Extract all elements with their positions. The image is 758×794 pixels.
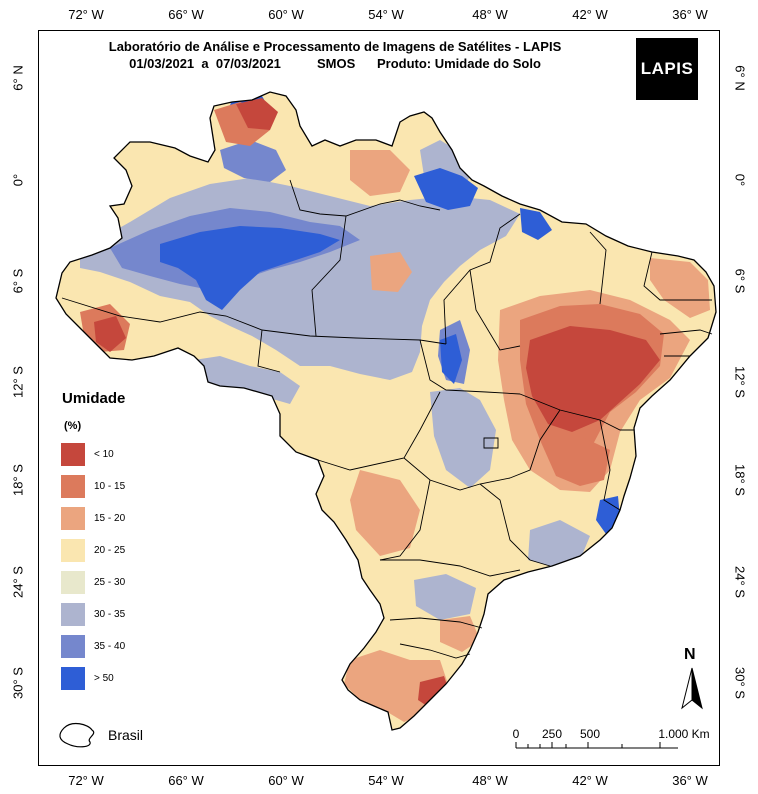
legend-label-gt-50: > 50 (94, 673, 114, 684)
region-10-15-minas (540, 436, 610, 486)
region-lt-10-bahia-piaui (526, 326, 660, 432)
brasil-boundary-icon (59, 722, 95, 748)
lon-tick-bottom-4: 54° W (368, 773, 404, 788)
lon-tick-top-2: 66° W (168, 7, 204, 22)
lon-tick-top-1: 72° W (68, 7, 104, 22)
region-35-40-north (220, 140, 286, 182)
scale-label-0: 0 (512, 727, 520, 741)
region-15-20-ne-coast (650, 258, 710, 318)
region-30-35-southwest (194, 356, 300, 404)
legend-label-10-15: 10 - 15 (94, 481, 126, 492)
legend-unit: (%) (64, 420, 82, 432)
lon-tick-top-7: 36° W (672, 7, 708, 22)
legend-swatch-gt-50 (61, 667, 85, 690)
legend-swatch-20-25 (61, 539, 85, 562)
region-30-35-southeast (528, 520, 590, 566)
moisture-regions (80, 96, 710, 722)
map-frame (38, 30, 720, 766)
region-30-35-south (414, 574, 476, 620)
legend-boundary-label: Brasil (108, 727, 144, 743)
legend-swatch-25-30 (61, 571, 85, 594)
region-lt-10-acre (94, 316, 126, 352)
region-15-20-sao-paulo (540, 580, 570, 608)
region-30-35-central (430, 388, 496, 488)
region-gt-50-maranhao-coast (520, 208, 552, 240)
lon-tick-bottom-1: 72° W (68, 773, 104, 788)
lon-tick-top-6: 42° W (572, 7, 608, 22)
region-gt-50-amazon-river (160, 226, 340, 310)
region-lt-10-roraima (236, 98, 278, 130)
lon-tick-bottom-5: 48° W (472, 773, 508, 788)
scale-label-250: 250 (541, 727, 563, 741)
region-15-20-para-north (350, 150, 410, 196)
state-boundaries (61, 179, 713, 659)
lon-tick-top-3: 60° W (268, 7, 304, 22)
region-gt-50-araguaia (440, 334, 462, 384)
legend-title: Umidade (62, 390, 126, 407)
scale-label-1000: 1.000 Km (658, 727, 710, 741)
lon-tick-top-5: 48° W (472, 7, 508, 22)
legend-label-lt-10: < 10 (94, 449, 114, 460)
region-15-20-para-central (370, 252, 412, 292)
scale-bar (515, 742, 678, 749)
north-arrow-icon (681, 667, 703, 710)
lon-tick-bottom-3: 60° W (268, 773, 304, 788)
title-line-1: Laboratório de Análise e Processamento d… (108, 39, 562, 54)
region-gt-50-marajo (414, 168, 478, 210)
legend-swatch-35-40 (61, 635, 85, 658)
legend-label-25-30: 25 - 30 (94, 577, 126, 588)
map-title: Laboratório de Análise e Processamento d… (40, 38, 630, 72)
legend-label-15-20: 15 - 20 (94, 513, 126, 524)
lon-tick-bottom-7: 36° W (672, 773, 708, 788)
legend-swatch-30-35 (61, 603, 85, 626)
north-label: N (684, 646, 696, 663)
scale-label-500: 500 (579, 727, 601, 741)
lapis-logo: LAPIS (636, 38, 698, 100)
legend-label-35-40: 35 - 40 (94, 641, 126, 652)
title-line-2: 01/03/2021 a 07/03/2021 SMOS Produto: Um… (129, 56, 541, 71)
lon-tick-top-4: 54° W (368, 7, 404, 22)
lapis-logo-text: LAPIS (640, 59, 694, 78)
legend-swatch-10-15 (61, 475, 85, 498)
legend-swatch-lt-10 (61, 443, 85, 466)
lon-tick-bottom-6: 42° W (572, 773, 608, 788)
legend-swatch-15-20 (61, 507, 85, 530)
region-15-20-mato-grosso-sul (350, 470, 420, 556)
legend-label-20-25: 20 - 25 (94, 545, 126, 556)
lon-tick-bottom-2: 66° W (168, 773, 204, 788)
legend-label-30-35: 30 - 35 (94, 609, 126, 620)
